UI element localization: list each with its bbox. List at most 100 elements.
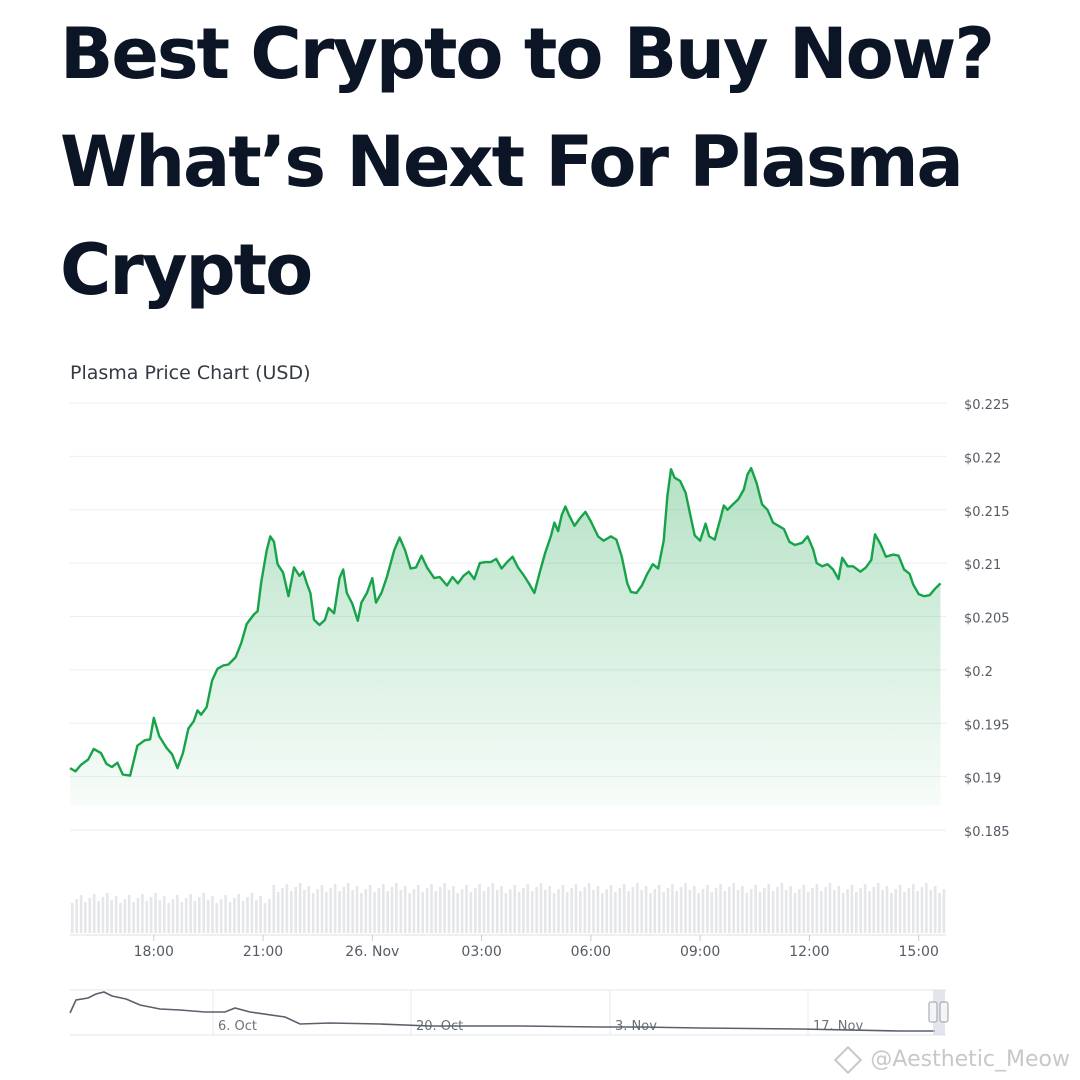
y-tick-label: $0.225 — [964, 398, 1010, 413]
volume-bar — [513, 885, 516, 933]
x-tick-label: 18:00 — [134, 944, 174, 960]
volume-bar — [342, 887, 346, 933]
volume-bar — [241, 901, 245, 933]
volume-bar — [929, 890, 933, 933]
volume-bar — [841, 893, 845, 933]
volume-bar — [903, 892, 906, 933]
volume-bar — [281, 888, 284, 933]
volume-bar — [92, 894, 96, 933]
volume-bar — [837, 886, 841, 933]
navigator-handle-right[interactable] — [939, 1001, 949, 1023]
volume-bar — [180, 902, 184, 933]
volume-bar — [793, 893, 797, 933]
volume-bar — [684, 883, 687, 933]
volume-bar — [176, 895, 179, 933]
volume-bar — [84, 902, 87, 933]
volume-bar — [736, 890, 740, 933]
volume-bar — [688, 890, 692, 933]
volume-bar — [609, 885, 613, 933]
volume-bar — [325, 892, 328, 933]
volume-bar — [565, 892, 569, 933]
volume-bar — [478, 884, 481, 933]
volume-bar — [693, 886, 696, 933]
volume-bar — [373, 892, 376, 933]
navigator[interactable]: 6. Oct 20. Oct 3. Nov 17. Nov — [69, 989, 949, 1036]
volume-bar — [587, 883, 591, 933]
volume-bar — [377, 888, 381, 933]
volume-bar — [872, 887, 876, 933]
volume-bar — [219, 899, 223, 933]
volume-bar — [885, 886, 889, 933]
volume-bar — [487, 887, 490, 933]
volume-bar — [259, 896, 262, 933]
volume-bar — [106, 893, 109, 933]
volume-bar — [452, 886, 455, 933]
y-tick-label: $0.22 — [964, 451, 1001, 466]
volume-bar — [798, 889, 801, 933]
volume-bar — [145, 901, 149, 933]
volume-bar — [833, 890, 836, 933]
volume-bar — [579, 891, 582, 933]
volume-bar — [123, 899, 127, 933]
x-tick-label: 15:00 — [899, 944, 939, 960]
volume-bar — [417, 885, 420, 933]
volume-bar — [938, 893, 941, 933]
volume-bar — [482, 891, 486, 933]
navigator-handle-left[interactable] — [928, 1001, 938, 1023]
navigator-selection[interactable] — [933, 990, 945, 1035]
volume-bar — [290, 891, 293, 933]
volume-bar — [474, 888, 477, 933]
y-tick-label: $0.215 — [964, 505, 1010, 520]
volume-bar — [316, 889, 319, 933]
volume-bar — [228, 902, 232, 933]
volume-bar — [657, 885, 661, 933]
volume-bar — [71, 903, 74, 933]
volume-bar — [745, 893, 749, 933]
volume-bar — [815, 884, 819, 933]
volume-bar — [933, 886, 937, 933]
volume-bar — [925, 883, 928, 933]
y-tick-label: $0.2 — [964, 665, 993, 680]
volume-bar — [184, 898, 188, 933]
volume-bar — [636, 883, 639, 933]
volume-bar — [728, 887, 731, 933]
volume-bar — [618, 888, 622, 933]
price-line — [69, 466, 942, 777]
volume-bar — [368, 885, 372, 933]
volume-bar — [443, 883, 446, 933]
volume-bar — [430, 884, 433, 933]
volume-bar — [710, 892, 714, 933]
price-area — [69, 466, 942, 806]
volume-bar — [101, 897, 105, 933]
volume-bar — [868, 891, 871, 933]
volume-bar — [679, 887, 683, 933]
volume-bar — [662, 892, 665, 933]
volume-bar — [127, 895, 131, 933]
volume-bar — [237, 894, 240, 933]
chart-title: Plasma Price Chart (USD) — [70, 362, 311, 384]
volume-bar — [97, 901, 100, 933]
volume-bar — [539, 883, 543, 933]
volume-bar — [434, 891, 438, 933]
volume-bar — [850, 885, 854, 933]
volume-bar — [141, 894, 144, 933]
volume-bar — [456, 893, 459, 933]
y-tick-label: $0.205 — [964, 612, 1010, 627]
volume-bar — [421, 892, 424, 933]
volume-bar — [395, 883, 398, 933]
volume-bar — [890, 893, 893, 933]
volume-bar — [644, 886, 648, 933]
volume-bar — [500, 886, 503, 933]
volume-bar — [408, 893, 411, 933]
volume-bar — [631, 887, 635, 933]
volume-bar — [215, 903, 219, 933]
y-tick-label: $0.195 — [964, 718, 1010, 733]
volume-bar — [75, 899, 78, 933]
volume-bar — [504, 893, 508, 933]
volume-bar — [298, 883, 302, 933]
volume-bar — [640, 890, 643, 933]
volume-bar — [320, 885, 324, 933]
volume-bar — [920, 887, 924, 933]
volume-bar — [460, 889, 464, 933]
